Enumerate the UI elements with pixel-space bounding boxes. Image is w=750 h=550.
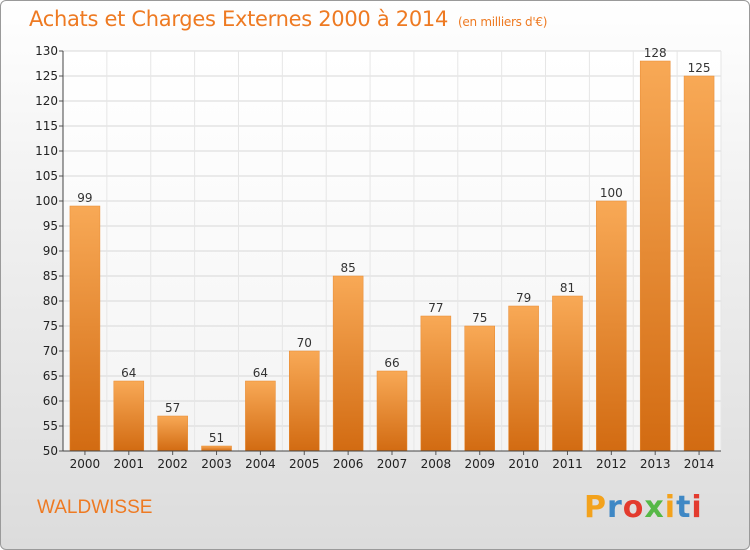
data-label: 77 bbox=[428, 301, 443, 315]
proxiti-logo[interactable]: Proxiti bbox=[584, 490, 703, 525]
bar bbox=[639, 60, 671, 452]
data-label: 99 bbox=[77, 191, 92, 205]
bar bbox=[420, 315, 452, 452]
x-tick-label: 2009 bbox=[464, 457, 495, 471]
x-tick-label: 2000 bbox=[70, 457, 101, 471]
plot-area: 50 55 60 65 70 75 80 85 90 95 100 105 110 115 120 125 13… bbox=[35, 44, 722, 471]
data-label: 75 bbox=[472, 311, 487, 325]
bar bbox=[376, 370, 408, 452]
y-tick-label: 130 bbox=[35, 44, 58, 58]
data-label: 100 bbox=[600, 186, 623, 200]
data-label: 66 bbox=[384, 356, 399, 370]
x-tick-label: 2003 bbox=[201, 457, 232, 471]
y-tick-label: 110 bbox=[35, 144, 58, 158]
data-label: 125 bbox=[688, 61, 711, 75]
x-tick-label: 2013 bbox=[640, 457, 671, 471]
bar bbox=[113, 380, 145, 452]
bar bbox=[508, 305, 539, 452]
logo-letter: t bbox=[676, 490, 692, 525]
bar bbox=[683, 75, 715, 452]
y-tick-label: 85 bbox=[43, 269, 58, 283]
x-tick-label: 2004 bbox=[245, 457, 276, 471]
y-tick-label: 100 bbox=[35, 194, 58, 208]
logo-letter: P bbox=[584, 490, 607, 525]
y-tick-label: 90 bbox=[43, 244, 58, 258]
y-tick-label: 125 bbox=[35, 69, 58, 83]
data-label: 79 bbox=[516, 291, 531, 305]
y-tick-label: 115 bbox=[35, 119, 58, 133]
chart-title-text: Achats et Charges Externes 2000 à 2014 bbox=[29, 7, 449, 31]
y-tick-label: 75 bbox=[43, 319, 58, 333]
data-label: 85 bbox=[340, 261, 355, 275]
y-tick-label: 60 bbox=[43, 394, 58, 408]
y-tick-label: 120 bbox=[35, 94, 58, 108]
logo-letter: o bbox=[622, 490, 645, 525]
y-tick-label: 55 bbox=[43, 419, 58, 433]
x-tick-label: 2014 bbox=[684, 457, 715, 471]
data-label: 57 bbox=[165, 401, 180, 415]
x-tick-label: 2007 bbox=[377, 457, 408, 471]
x-tick-label: 2010 bbox=[508, 457, 539, 471]
bar bbox=[157, 415, 188, 452]
logo-letter: i bbox=[664, 490, 677, 525]
x-tick-label: 2012 bbox=[596, 457, 627, 471]
bar bbox=[332, 275, 364, 452]
logo-letter: i bbox=[691, 490, 703, 525]
x-tick-label: 2001 bbox=[114, 457, 145, 471]
data-label: 64 bbox=[253, 366, 268, 380]
x-tick-label: 2011 bbox=[552, 457, 583, 471]
chart-unit: (en milliers d'€) bbox=[458, 15, 548, 29]
bar bbox=[201, 445, 232, 452]
y-tick-label: 80 bbox=[43, 294, 58, 308]
bar bbox=[464, 325, 495, 452]
data-label: 81 bbox=[560, 281, 575, 295]
x-tick-label: 2005 bbox=[289, 457, 320, 471]
data-label: 128 bbox=[644, 46, 667, 60]
x-tick-label: 2002 bbox=[157, 457, 188, 471]
x-tick-label: 2008 bbox=[421, 457, 452, 471]
bar bbox=[245, 380, 276, 452]
y-tick-label: 65 bbox=[43, 369, 58, 383]
logo-letter: x bbox=[644, 490, 665, 525]
y-tick-label: 105 bbox=[35, 169, 58, 183]
logo-letter: r bbox=[607, 490, 623, 525]
x-tick-label: 2006 bbox=[333, 457, 364, 471]
y-tick-label: 70 bbox=[43, 344, 58, 358]
data-label: 70 bbox=[297, 336, 312, 350]
bar bbox=[552, 295, 583, 452]
bar bbox=[69, 205, 101, 452]
bar bbox=[289, 350, 320, 452]
y-tick-label: 95 bbox=[43, 219, 58, 233]
commune-name: WALDWISSE bbox=[37, 497, 153, 518]
data-label: 64 bbox=[121, 366, 136, 380]
chart-title: Achats et Charges Externes 2000 à 2014 (e… bbox=[29, 7, 547, 31]
bar bbox=[596, 200, 627, 452]
y-tick-label: 50 bbox=[43, 444, 58, 458]
data-label: 51 bbox=[209, 431, 224, 445]
